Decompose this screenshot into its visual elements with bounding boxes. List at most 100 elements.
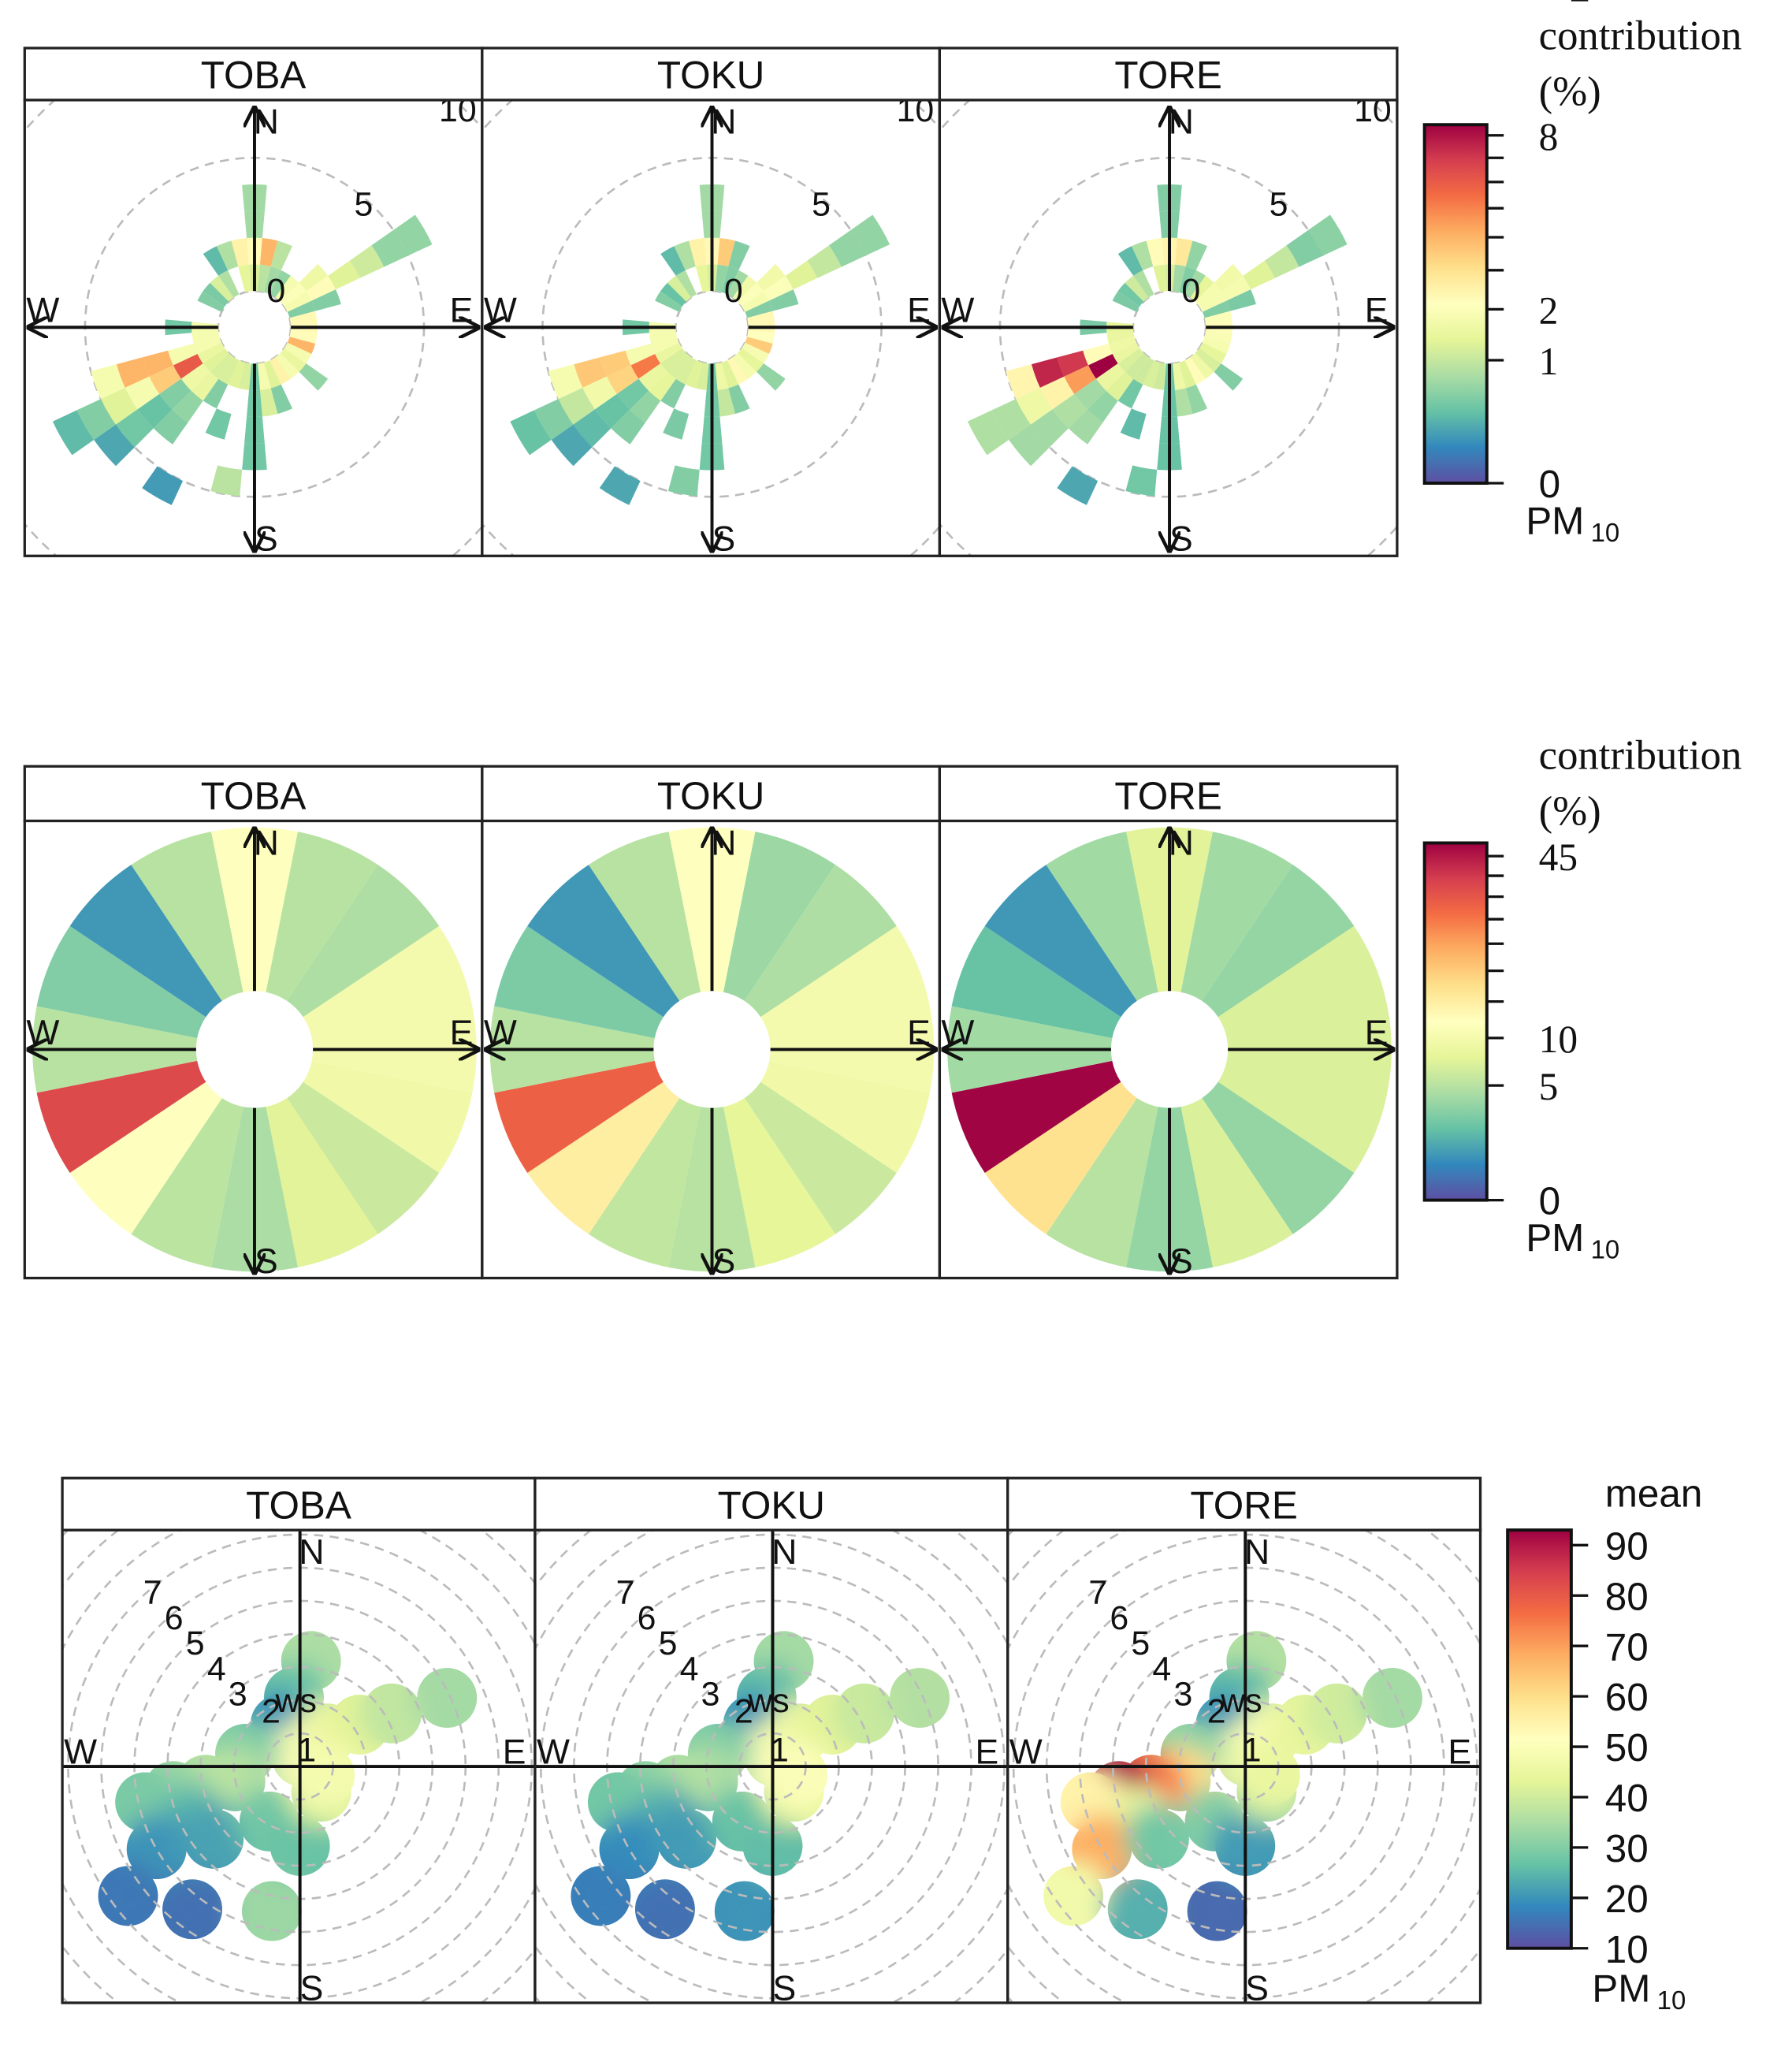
direction-sector [744, 865, 897, 1018]
frequency-cell [630, 390, 661, 423]
pollutant-subscript: 10 [1591, 518, 1620, 547]
frequency-cell [655, 342, 682, 364]
radial-tick-label: 10 [439, 91, 477, 129]
frequency-cell [757, 263, 786, 292]
direction-sector [36, 925, 206, 1038]
frequency-cell [1112, 342, 1140, 364]
direction-sector [494, 925, 664, 1038]
panel-title: TOKU [718, 1483, 825, 1527]
frequency-cell [728, 384, 750, 415]
frequency-cell [768, 289, 799, 311]
radial-tick-label: 5 [812, 185, 831, 223]
ws-tick-label: 1 [1243, 1731, 1262, 1769]
frequency-cell [284, 342, 312, 364]
frequency-cell [1226, 289, 1256, 311]
frequency-cell [728, 240, 750, 270]
panel-title: TORE [1114, 54, 1221, 97]
frequency-cell [763, 276, 794, 301]
direction-sector [287, 1081, 440, 1234]
direction-sector [527, 1081, 680, 1234]
frequency-cell [1286, 229, 1323, 267]
frequency-cell [1108, 337, 1137, 355]
frequency-cell [1195, 348, 1221, 372]
frequency-cell [828, 229, 866, 267]
frequency-cell [574, 357, 607, 388]
surface-smooth [884, 1662, 950, 1733]
panel-strip [1006, 1476, 1482, 1532]
frequency-cell [270, 384, 293, 415]
frequency-cell [582, 376, 617, 410]
frequency-cell [1016, 387, 1053, 425]
frequency-cell [263, 266, 281, 295]
frequency-cell [180, 363, 210, 391]
frequency-cell [1202, 300, 1231, 318]
frequency-cell [1185, 384, 1208, 415]
frequency-cell [663, 408, 690, 440]
frequency-cell [1031, 357, 1065, 388]
colorbar-tick-label: 50 [1605, 1726, 1649, 1770]
frequency-cell [1173, 264, 1186, 292]
panel-title: TOBA [201, 775, 307, 818]
colorbar [1422, 123, 1489, 485]
compass-label-south: S [1169, 520, 1193, 559]
frequency-cell [142, 466, 184, 505]
frequency-cell [695, 362, 709, 390]
frequency-cell [349, 245, 385, 278]
frequency-cell [638, 363, 667, 391]
frequency-cell [732, 352, 757, 379]
frequency-cell [1178, 266, 1196, 295]
ws-tick-label: 4 [207, 1650, 226, 1688]
colorbar-tick-label: 10 [1605, 1928, 1649, 1971]
colorbar-tick-label: 10 [1539, 1018, 1578, 1061]
compass-label-south: S [772, 1970, 796, 2008]
panel-tore: N E S W TORE [938, 765, 1399, 1281]
frequency-cell [210, 465, 243, 497]
frequency-cell [727, 357, 749, 385]
compass-label-east: E [1448, 1733, 1471, 1772]
direction-sector [1046, 832, 1158, 1001]
frequency-cell [1039, 376, 1075, 410]
radial-tick-label: 10 [1354, 91, 1392, 129]
frequency-cell [231, 237, 250, 267]
frequency-cell [625, 343, 656, 366]
frequency-cell [649, 330, 677, 344]
ws-tick-label: 7 [616, 1574, 635, 1612]
panel-title: TOKU [657, 775, 764, 818]
colorbar [1506, 1528, 1573, 1950]
polar-plot-row: 1234567wsNESWTOBA1234567wsNESWTOKU123456… [61, 1476, 1482, 2008]
ws-tick-label: 5 [1131, 1625, 1150, 1662]
ws-tick-label: 3 [701, 1675, 720, 1713]
compass-label-east: E [907, 1014, 931, 1052]
compass-label-north: N [299, 1533, 324, 1572]
frequency-cell [667, 352, 692, 379]
frequency-cell [675, 270, 697, 298]
legend-title: contribution [1539, 733, 1742, 779]
colorbar-tick-label: 60 [1605, 1676, 1649, 1719]
frequency-cell [1143, 360, 1161, 389]
compass-label-south: S [300, 1970, 324, 2008]
frequency-cell [1199, 342, 1227, 364]
radial-tick-label: 0 [266, 272, 285, 310]
ws-axis-label: ws [747, 1682, 789, 1720]
ws-tick-label: 3 [1173, 1675, 1192, 1713]
frequency-cell [203, 348, 229, 372]
radial-tick-label: 5 [1270, 185, 1288, 223]
direction-sector [1046, 1098, 1158, 1267]
frequency-cell [1083, 343, 1113, 366]
frequency-cell [685, 360, 703, 389]
frequency-cell [1133, 357, 1154, 385]
frequency-cell [289, 330, 318, 344]
compass-label-east: E [450, 292, 474, 330]
frequency-cell [1190, 352, 1214, 379]
frequency-cell [1006, 364, 1040, 400]
surface-smooth [1102, 1874, 1173, 1941]
frequency-cell [745, 337, 773, 355]
panel-strip [481, 765, 942, 823]
frequency-cell [715, 264, 729, 292]
frequency-cell [1184, 357, 1206, 385]
panel-title: TOKU [657, 54, 764, 97]
frequency-cell [1195, 282, 1221, 307]
frequency-cell [1064, 365, 1096, 394]
colorbar-tick-label: 40 [1605, 1777, 1649, 1820]
